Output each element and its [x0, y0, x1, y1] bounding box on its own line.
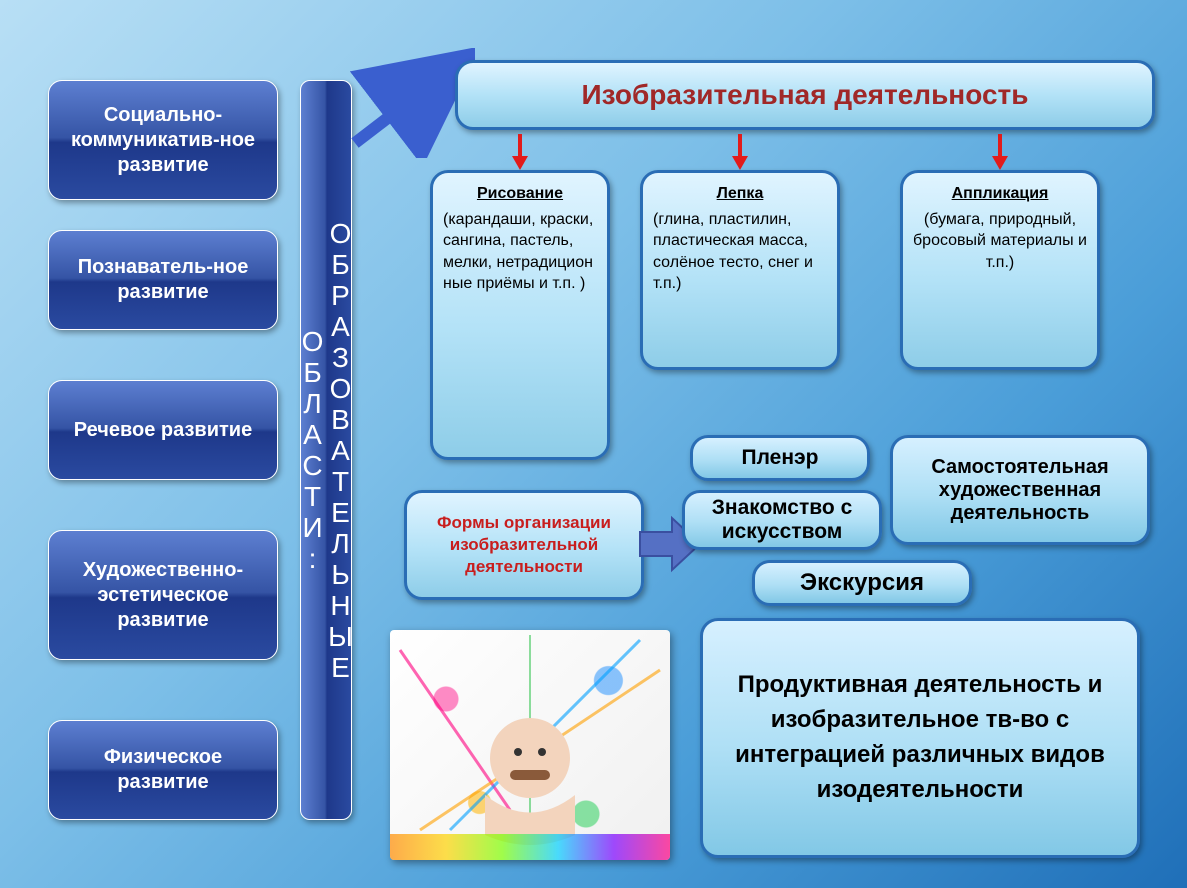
side-social-label: Социально-коммуникатив-ное развитие [57, 103, 269, 178]
title-text: Изобразительная деятельность [582, 79, 1029, 111]
large-box: Продуктивная деятельность и изобразитель… [700, 618, 1140, 858]
vertical-label: ОБРАЗОВАТЕЛЬНЫЕ ОБЛАСТИ: [300, 80, 352, 820]
detail-modeling-head: Лепка [717, 183, 764, 205]
red-arrow-1-icon [510, 132, 530, 172]
mid-samost-text: Самостоятельная художественная деятельно… [901, 456, 1139, 525]
mid-samost: Самостоятельная художественная деятельно… [890, 435, 1150, 545]
detail-modeling: Лепка (глина, пластилин, пластическая ма… [640, 170, 840, 370]
side-cognitive: Познаватель-ное развитие [48, 230, 278, 330]
mid-plener-text: Пленэр [742, 446, 819, 470]
mid-excursion-text: Экскурсия [800, 569, 924, 597]
red-arrow-3-icon [990, 132, 1010, 172]
mid-iskusstvo-text: Знакомство с искусством [693, 496, 871, 544]
side-physical-label: Физическое развитие [57, 745, 269, 795]
detail-drawing-body: (карандаши, краски, сангина, пастель, ме… [443, 209, 597, 295]
red-arrow-2-icon [730, 132, 750, 172]
mid-plener: Пленэр [690, 435, 870, 481]
mid-iskusstvo: Знакомство с искусством [682, 490, 882, 550]
detail-drawing-head: Рисование [477, 183, 563, 205]
side-cognitive-label: Познаватель-ное развитие [57, 255, 269, 305]
forms-box-text: Формы организации изобразительной деятел… [413, 512, 635, 578]
side-social: Социально-коммуникатив-ное развитие [48, 80, 278, 200]
side-speech-label: Речевое развитие [74, 418, 252, 443]
mid-excursion: Экскурсия [752, 560, 972, 606]
vertical-label-text: ОБРАЗОВАТЕЛЬНЫЕ ОБЛАСТИ: [298, 81, 354, 819]
detail-applique-head: Аппликация [952, 183, 1049, 205]
side-physical: Физическое развитие [48, 720, 278, 820]
side-art: Художественно-эстетическое развитие [48, 530, 278, 660]
detail-modeling-body: (глина, пластилин, пластическая масса, с… [653, 209, 827, 295]
side-art-label: Художественно-эстетическое развитие [57, 558, 269, 633]
detail-applique: Аппликация (бумага, природный, бросовый … [900, 170, 1100, 370]
forms-box: Формы организации изобразительной деятел… [404, 490, 644, 600]
detail-drawing: Рисование (карандаши, краски, сангина, п… [430, 170, 610, 460]
detail-applique-body: (бумага, природный, бросовый материалы и… [913, 209, 1087, 274]
child-art-photo [390, 630, 670, 860]
title-box: Изобразительная деятельность [455, 60, 1155, 130]
large-box-text: Продуктивная деятельность и изобразитель… [713, 668, 1127, 807]
side-speech: Речевое развитие [48, 380, 278, 480]
